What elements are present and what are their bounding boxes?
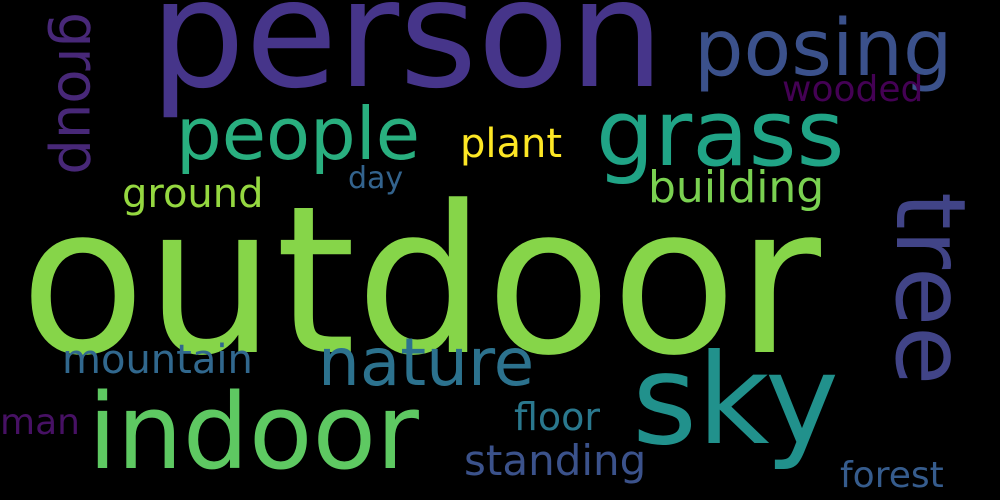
word-mountain: mountain — [62, 337, 253, 383]
word-indoor: indoor — [88, 371, 419, 493]
word-day: day — [348, 161, 404, 196]
word-grass: grass — [596, 80, 845, 187]
word-ground: ground — [122, 171, 264, 217]
word-person: person — [150, 0, 665, 122]
word-man: man — [0, 402, 80, 443]
word-people: people — [176, 92, 421, 176]
word-wooded: wooded — [782, 69, 924, 110]
word-sky: sky — [632, 328, 840, 473]
word-nature: nature — [318, 324, 535, 401]
word-floor: floor — [514, 395, 601, 439]
word-standing: standing — [464, 436, 647, 485]
word-tree: tree — [874, 192, 986, 386]
word-group: group — [45, 12, 110, 175]
word-building: building — [648, 162, 825, 213]
word-forest: forest — [840, 455, 944, 496]
word-plant: plant — [460, 121, 563, 167]
word-outdoor: outdoor — [20, 163, 821, 401]
word-posing: posing — [694, 4, 953, 94]
